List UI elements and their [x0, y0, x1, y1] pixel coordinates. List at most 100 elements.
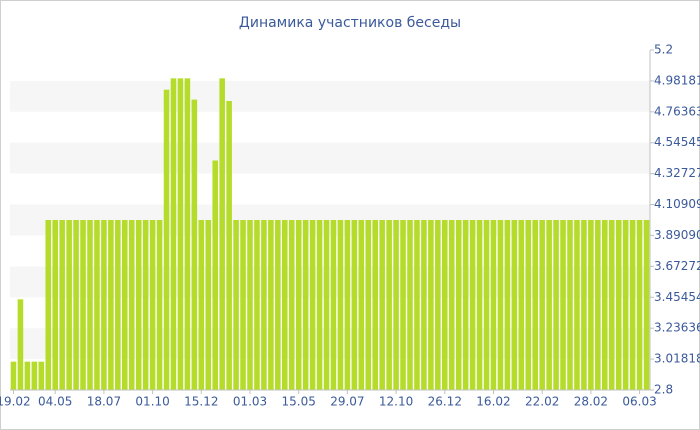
bar [351, 220, 358, 390]
bar [421, 220, 427, 390]
bar [122, 220, 128, 390]
grid-band [10, 80, 650, 112]
bar [38, 361, 45, 390]
y-tick-label: 4.54545 [654, 135, 700, 149]
bar [323, 220, 330, 390]
bar [372, 220, 378, 390]
bar [177, 78, 184, 390]
bar [379, 220, 385, 390]
bar [344, 220, 351, 390]
bar [156, 220, 163, 390]
bar [24, 361, 31, 390]
bar [386, 220, 392, 390]
bar [288, 220, 295, 390]
y-tick-label: 4.32727 [654, 166, 700, 180]
bar [595, 220, 601, 390]
y-tick-label: 3.01818 [654, 352, 700, 366]
bar [490, 220, 497, 390]
bar [254, 220, 260, 390]
bar [66, 220, 72, 390]
bar [17, 299, 24, 390]
bar [358, 220, 365, 390]
x-tick-label: 04.05 [38, 395, 72, 409]
x-tick-label: 12.10 [379, 395, 413, 409]
bar [268, 220, 274, 390]
bar [275, 220, 281, 390]
bar [115, 220, 121, 390]
bar [163, 89, 170, 391]
x-tick-label: 15.05 [282, 395, 316, 409]
bar [435, 220, 441, 390]
bar [602, 220, 608, 390]
bar [448, 220, 455, 390]
bar [622, 220, 629, 390]
bar [302, 220, 309, 390]
bar [525, 220, 532, 390]
bar [282, 220, 288, 390]
bar [560, 220, 566, 390]
x-tick-label: 28.02 [574, 395, 608, 409]
bar [518, 220, 525, 390]
bar [87, 220, 93, 390]
bar [295, 220, 302, 390]
bar [643, 220, 650, 390]
bar [316, 220, 323, 390]
bar [73, 220, 79, 390]
y-tick-label: 4.98181 [654, 73, 700, 87]
bar [497, 220, 504, 390]
bar [219, 78, 225, 390]
bar [80, 220, 86, 390]
x-tick-label: 16.02 [476, 395, 510, 409]
bar [581, 220, 587, 390]
bar [108, 220, 114, 390]
y-tick-label: 3.23636 [654, 321, 700, 335]
grid-band [10, 142, 650, 174]
bar [191, 99, 198, 390]
bar [170, 78, 177, 390]
bar [539, 220, 545, 390]
bar [462, 220, 469, 390]
bar [330, 220, 337, 390]
bar [135, 220, 142, 390]
bar [365, 220, 372, 390]
bar [128, 220, 135, 390]
bar [10, 361, 17, 390]
bar [149, 220, 156, 390]
bar [205, 220, 212, 390]
bar [94, 220, 100, 390]
x-tick-label: 29.07 [330, 395, 364, 409]
bar [45, 220, 52, 390]
bar [407, 220, 413, 390]
bar [504, 220, 511, 390]
bar [629, 220, 636, 390]
bar [400, 220, 406, 390]
y-tick-label: 4.76363 [654, 104, 700, 118]
x-tick-label: 01.03 [233, 395, 267, 409]
x-tick-label: 19.02 [0, 395, 31, 409]
bar [233, 220, 239, 390]
bar [31, 361, 38, 390]
bar [428, 220, 434, 390]
bar [574, 220, 580, 390]
bar [337, 220, 344, 390]
bar [142, 220, 149, 390]
y-tick-label: 3.45454 [654, 290, 700, 304]
bar [588, 220, 594, 390]
bar [414, 220, 420, 390]
bar [226, 101, 232, 390]
bar [469, 220, 476, 390]
bar [553, 220, 559, 390]
x-tick-label: 18.07 [87, 395, 121, 409]
bar [546, 220, 552, 390]
x-tick-label: 15.12 [184, 395, 218, 409]
bar [59, 220, 65, 390]
y-tick-label: 3.67272 [654, 259, 700, 273]
bar [309, 220, 316, 390]
bar [212, 160, 218, 390]
bar [615, 220, 622, 390]
y-tick-label: 3.89090 [654, 228, 700, 242]
bar [567, 220, 573, 390]
y-tick-label: 4.10909 [654, 197, 700, 211]
